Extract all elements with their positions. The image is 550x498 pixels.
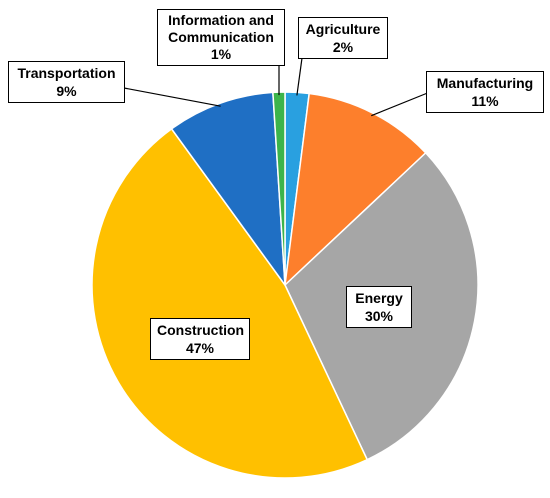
label-value: 30% <box>364 308 394 324</box>
label-name: Agriculture <box>305 21 381 37</box>
label-name: Energy <box>355 290 403 306</box>
pie-slice-transportation <box>170 91 286 288</box>
label-value: 1% <box>210 46 232 62</box>
pie-slice-manufacturing <box>283 92 427 287</box>
leader-lines <box>123 55 431 117</box>
data-label-agriculture: Agriculture 2% <box>298 17 388 59</box>
label-value: 47% <box>185 340 215 356</box>
label-name: Transportation <box>17 65 116 81</box>
label-value: 9% <box>56 83 77 99</box>
label-name: Information and Communication <box>168 12 274 45</box>
data-label-construction: Construction 47% <box>150 318 250 360</box>
pie-slice-construction <box>91 127 369 479</box>
label-value: 11% <box>471 93 499 109</box>
leader-line-transportation <box>123 87 221 107</box>
label-name: Construction <box>157 322 245 338</box>
data-label-energy: Energy 30% <box>346 286 412 328</box>
data-label-transportation: Transportation 9% <box>8 61 125 103</box>
leader-line-manufacturing <box>371 91 431 117</box>
data-label-manufacturing: Manufacturing 11% <box>426 71 544 113</box>
label-name: Manufacturing <box>436 75 534 91</box>
label-value: 2% <box>332 39 354 55</box>
data-label-information-and-communication: Information and Communication 1% <box>157 9 285 66</box>
leader-line-agriculture <box>296 57 303 96</box>
pie-slices <box>91 91 479 479</box>
